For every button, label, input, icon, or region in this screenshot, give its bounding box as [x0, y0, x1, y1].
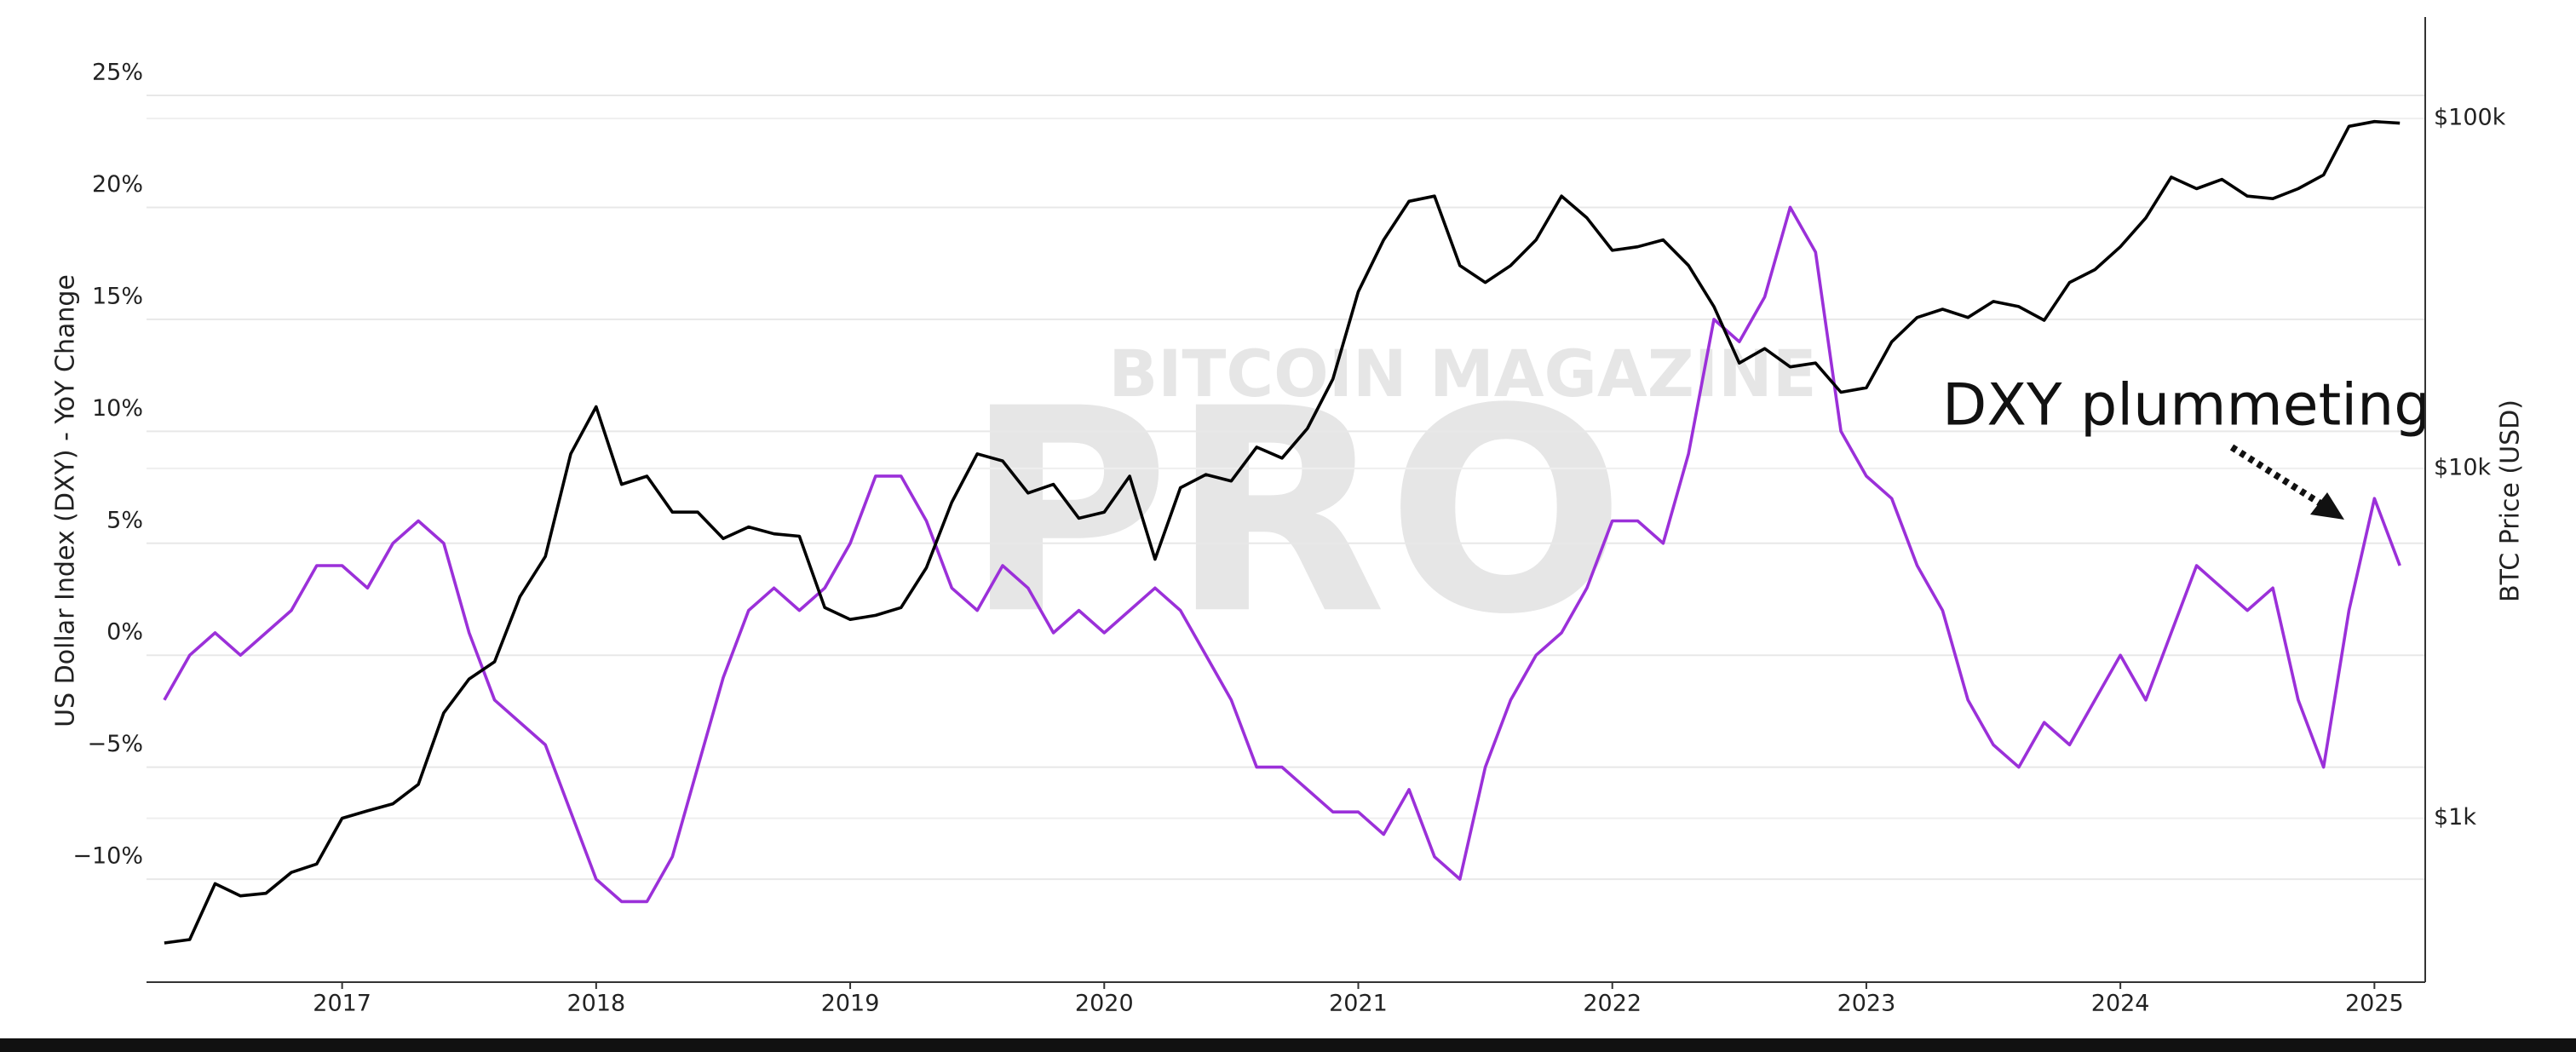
x-tick-label: 2019 [821, 991, 880, 1017]
x-tick-label: 2025 [2345, 991, 2404, 1017]
bottom-bar [0, 1038, 2576, 1052]
annotation: DXY plummeting [1942, 372, 2430, 440]
y2-tick-label: $100k [2434, 105, 2506, 131]
x-tick-label: 2020 [1075, 991, 1134, 1017]
series-line [164, 119, 2401, 945]
x-tick-label: 2018 [566, 991, 625, 1017]
y2-axis-title: BTC Price (USD) [2496, 400, 2526, 602]
watermark-main: PRO [964, 348, 1626, 675]
series-line [163, 205, 2401, 904]
y-tick-label: 25% [92, 60, 143, 86]
x-tick-label: 2017 [313, 991, 371, 1017]
y-tick-label: 0% [106, 619, 143, 646]
y-tick-label: 5% [106, 507, 143, 533]
y-tick-label: −10% [72, 843, 143, 870]
y-tick-label: 10% [92, 395, 143, 422]
y-tick-label: −5% [88, 731, 143, 757]
y2-tick-label: $10k [2434, 454, 2492, 480]
annotation-arrowhead [2310, 492, 2344, 520]
x-tick-label: 2022 [1583, 991, 1642, 1017]
y-axis-title: US Dollar Index (DXY) - YoY Change [51, 274, 81, 727]
x-tick-label: 2023 [1837, 991, 1896, 1017]
y-tick-label: 20% [92, 171, 143, 198]
y-tick-label: 15% [92, 283, 143, 309]
annotation-arrow [2229, 444, 2332, 513]
x-tick-label: 2024 [2091, 991, 2150, 1017]
y2-tick-label: $1k [2434, 804, 2476, 831]
x-tick-label: 2021 [1329, 991, 1388, 1017]
